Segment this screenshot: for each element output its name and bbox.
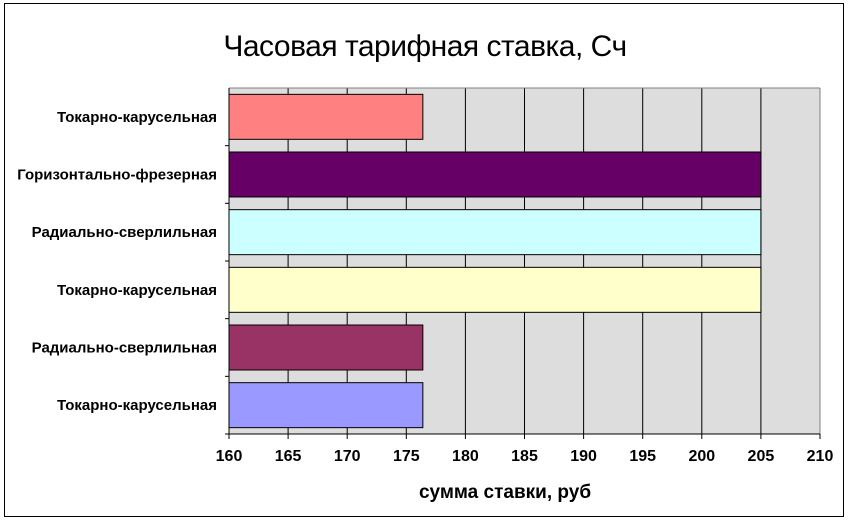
x-tick-label: 165 xyxy=(275,448,302,465)
bar xyxy=(228,266,762,313)
bar xyxy=(228,324,424,371)
category-label: Радиально-сверлильная xyxy=(32,340,217,357)
x-axis-title: сумма ставки, руб xyxy=(419,482,591,503)
category-label: Горизонтально-фрезерная xyxy=(17,167,217,184)
x-tick-label: 210 xyxy=(807,448,834,465)
x-tick-label: 180 xyxy=(452,448,479,465)
x-tick-label: 170 xyxy=(334,448,361,465)
category-label: Радиально-сверлильная xyxy=(32,224,217,241)
chart-title: Часовая тарифная ставка, Сч xyxy=(223,30,626,63)
bar xyxy=(228,151,762,198)
bar xyxy=(228,209,762,256)
x-tick-label: 190 xyxy=(570,448,597,465)
chart-frame: Часовая тарифная ставка, Сч Токарно-кару… xyxy=(4,3,844,517)
plot-area: Токарно-карусельная Горизонтально-фрезерн… xyxy=(17,87,834,465)
x-tick-label: 160 xyxy=(216,448,243,465)
x-tick-label: 205 xyxy=(748,448,775,465)
category-label: Токарно-карусельная xyxy=(57,397,217,414)
bar xyxy=(228,382,424,429)
x-tick-label: 195 xyxy=(629,448,656,465)
category-label: Токарно-карусельная xyxy=(57,282,217,299)
chart-svg: Часовая тарифная ставка, Сч Токарно-кару… xyxy=(17,30,834,503)
bar xyxy=(228,93,424,140)
x-tick-label: 175 xyxy=(393,448,420,465)
x-tick-label: 185 xyxy=(511,448,538,465)
x-tick-label: 200 xyxy=(688,448,715,465)
category-label: Токарно-карусельная xyxy=(57,109,217,126)
